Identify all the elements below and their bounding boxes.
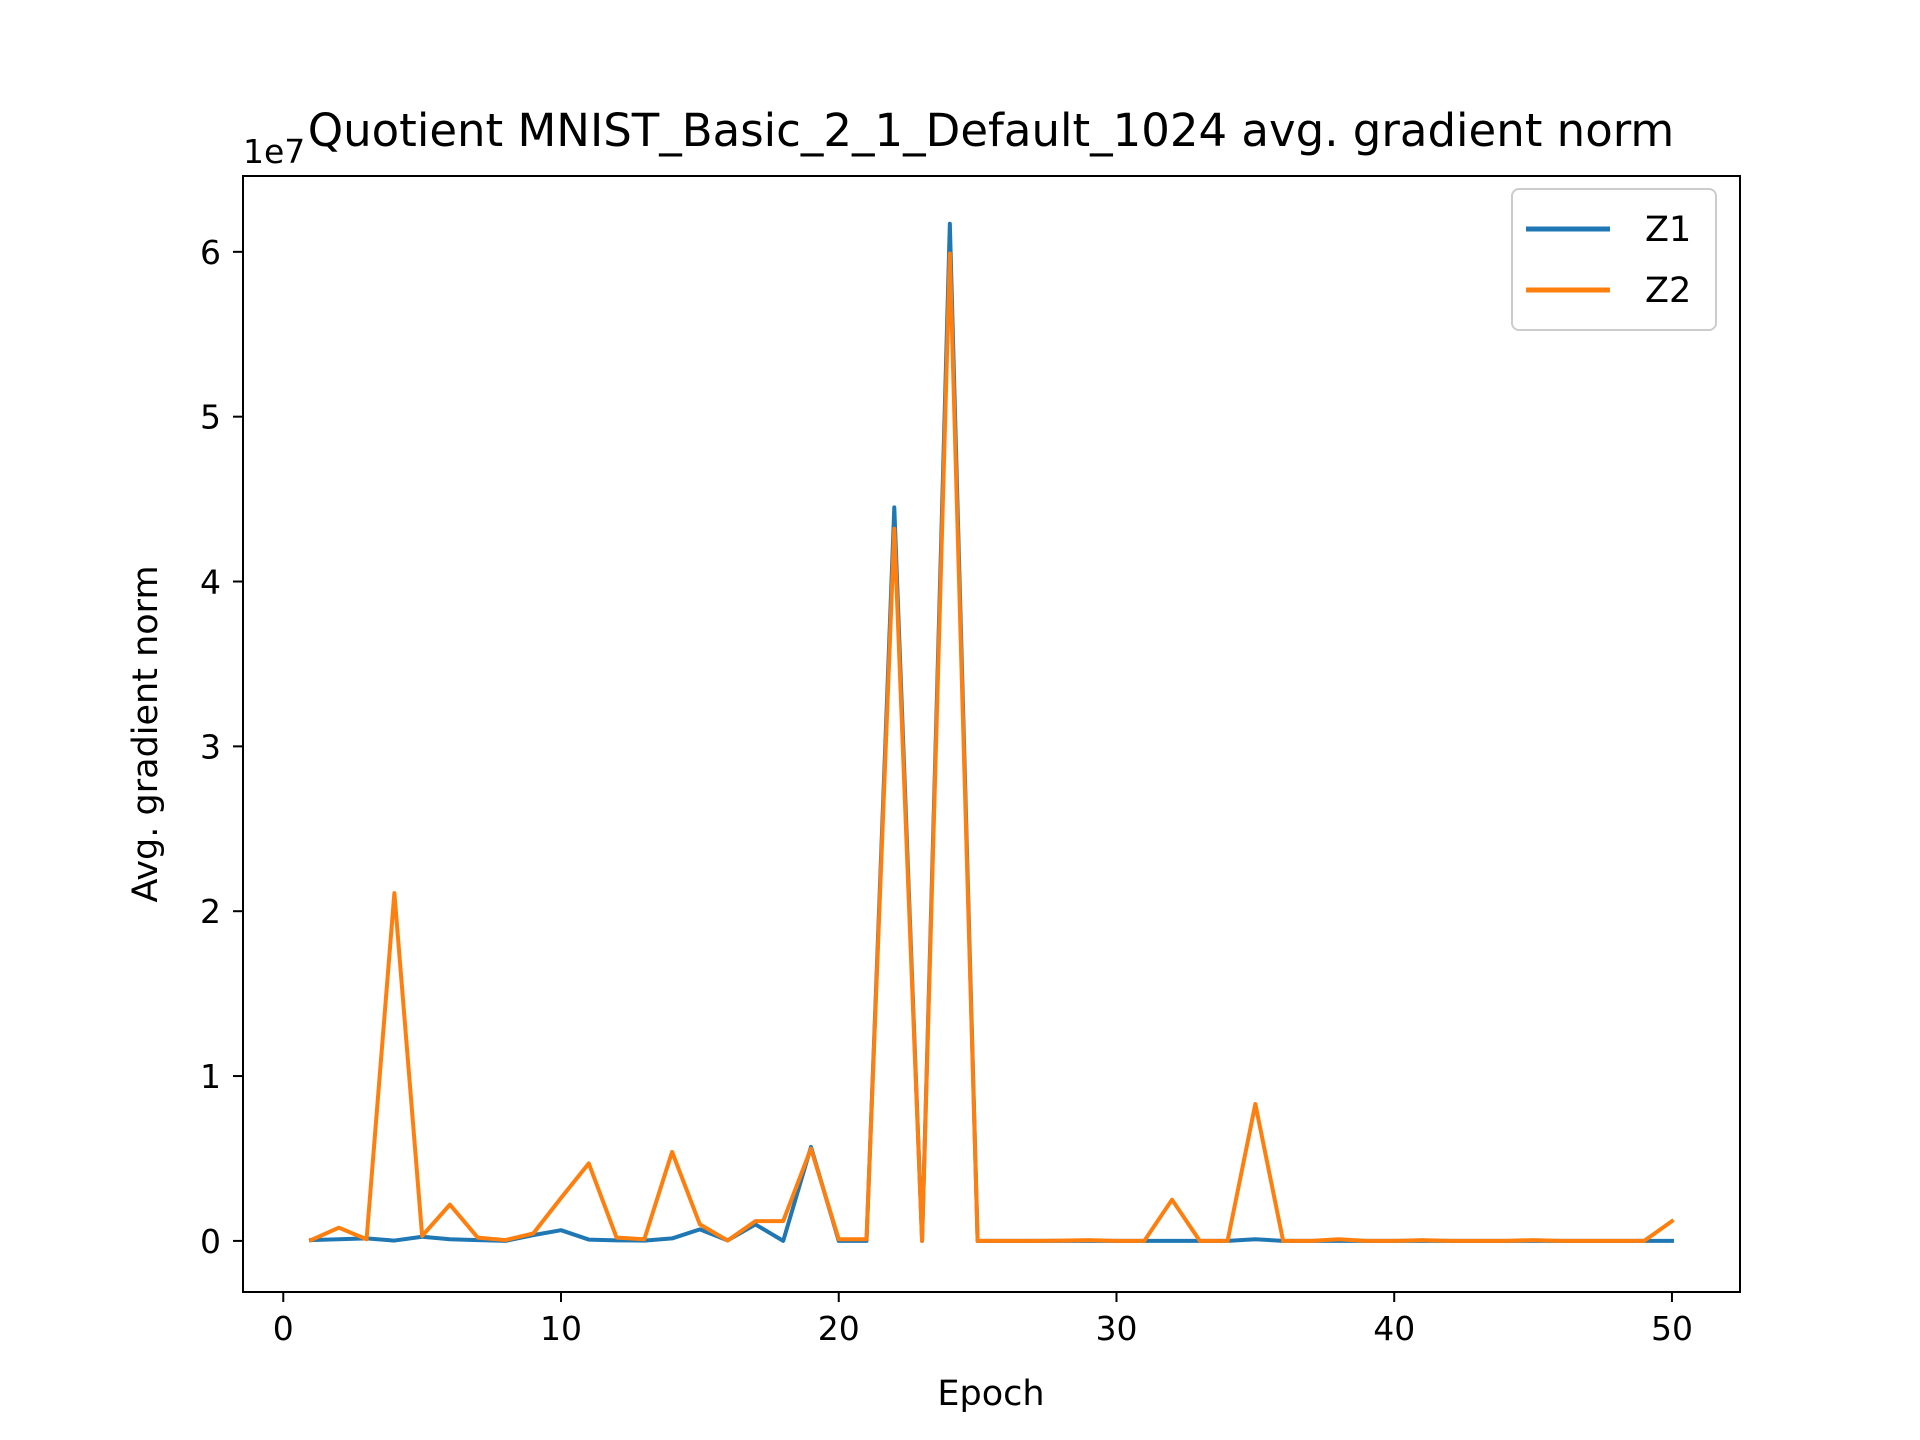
data-point-z2 <box>921 1240 923 1242</box>
data-point-z2 <box>1282 1240 1284 1242</box>
data-point-z2 <box>1448 1240 1451 1242</box>
data-point-z2 <box>1365 1240 1368 1242</box>
data-point-z2 <box>1671 1220 1673 1222</box>
data-point-z2 <box>1060 1239 1062 1242</box>
data-point-z2 <box>1643 1240 1645 1242</box>
series-line-z2 <box>308 251 1675 1243</box>
plot-area: 0 10 20 30 40 50 0 1 2 3 4 5 6 <box>200 175 1741 1348</box>
data-point-z2 <box>560 1197 562 1199</box>
data-point-z2 <box>615 1236 618 1239</box>
y-tick-label: 2 <box>200 892 221 931</box>
x-tick-label: 20 <box>818 1309 860 1348</box>
y-offset-label: 1e7 <box>243 132 305 171</box>
y-tick-label: 3 <box>200 727 221 766</box>
x-tick-label: 10 <box>540 1309 582 1348</box>
data-point-z2 <box>1199 1240 1201 1242</box>
data-point-z2 <box>1032 1240 1034 1242</box>
x-axis-label: Epoch <box>937 1374 1044 1414</box>
data-point-z1 <box>338 1238 340 1241</box>
data-point-z2 <box>671 1151 673 1153</box>
data-point-z1 <box>393 1239 396 1242</box>
data-point-z1 <box>1671 1240 1673 1242</box>
series-z2 <box>308 251 1675 1243</box>
y-tick-label: 5 <box>200 398 221 437</box>
data-point-z1 <box>782 1240 784 1242</box>
data-point-z1 <box>893 506 896 509</box>
data-point-z1 <box>754 1223 757 1226</box>
data-point-z1 <box>587 1238 590 1241</box>
data-point-z1 <box>476 1239 479 1241</box>
data-point-z2 <box>754 1220 757 1222</box>
chart-title: Quotient MNIST_Basic_2_1_Default_1024 av… <box>308 104 1675 157</box>
data-point-z2 <box>782 1220 784 1222</box>
data-point-z1 <box>671 1237 673 1240</box>
axes-frame <box>242 175 1741 1293</box>
data-point-z2 <box>587 1162 590 1165</box>
data-point-z2 <box>1087 1239 1090 1241</box>
data-point-z2 <box>1476 1240 1479 1242</box>
x-axis-ticks: 0 10 20 30 40 50 <box>273 1292 1693 1348</box>
legend-box <box>1511 188 1717 331</box>
data-point-z2 <box>643 1238 646 1241</box>
data-point-z2 <box>893 527 896 530</box>
data-point-z1 <box>949 223 951 225</box>
data-point-z2 <box>726 1239 729 1242</box>
data-point-z2 <box>1615 1240 1618 1242</box>
data-point-z2 <box>1171 1198 1173 1201</box>
legend-label-z1: Z1 <box>1645 210 1691 250</box>
data-point-z2 <box>338 1226 340 1229</box>
y-tick-label: 1 <box>200 1057 221 1096</box>
data-point-z2 <box>1504 1240 1507 1242</box>
data-point-z1 <box>1254 1238 1257 1241</box>
data-point-z2 <box>699 1223 701 1226</box>
data-point-z2 <box>1004 1240 1007 1242</box>
x-tick-label: 40 <box>1373 1309 1415 1348</box>
data-point-z1 <box>449 1238 451 1241</box>
data-point-z2 <box>1254 1103 1257 1105</box>
series-layer <box>308 221 1675 1243</box>
data-point-z2 <box>1115 1240 1118 1242</box>
data-point-z2 <box>421 1235 423 1237</box>
data-point-z2 <box>1587 1240 1590 1242</box>
data-point-z2 <box>365 1238 368 1241</box>
x-tick-label: 50 <box>1651 1309 1693 1348</box>
data-point-z2 <box>532 1232 535 1235</box>
legend-label-z2: Z2 <box>1645 271 1691 311</box>
data-point-z1 <box>1171 1240 1173 1242</box>
data-point-z1 <box>699 1228 701 1231</box>
data-point-z2 <box>504 1239 507 1241</box>
data-point-z2 <box>476 1236 479 1239</box>
data-point-z2 <box>1310 1240 1312 1242</box>
data-point-z2 <box>1226 1240 1229 1242</box>
x-tick-label: 30 <box>1095 1309 1137 1348</box>
data-point-z1 <box>615 1239 618 1242</box>
data-point-z2 <box>310 1239 312 1241</box>
data-point-z2 <box>1532 1239 1534 1241</box>
y-tick-label: 6 <box>200 233 221 272</box>
data-point-z2 <box>449 1203 451 1206</box>
data-point-z2 <box>837 1238 840 1241</box>
data-point-z1 <box>560 1229 562 1231</box>
data-point-z2 <box>393 892 396 894</box>
data-point-z2 <box>1560 1240 1562 1242</box>
legend: Z1 Z2 <box>1511 188 1717 331</box>
x-tick-label: 0 <box>273 1309 294 1348</box>
data-point-z2 <box>1143 1240 1146 1242</box>
data-point-z2 <box>949 252 951 255</box>
data-point-z2 <box>1421 1239 1423 1241</box>
data-point-z2 <box>810 1147 812 1150</box>
data-point-z2 <box>1337 1238 1340 1241</box>
y-axis-label: Avg. gradient norm <box>126 565 166 902</box>
data-point-z2 <box>1393 1240 1396 1242</box>
y-tick-label: 0 <box>200 1222 221 1261</box>
data-point-z2 <box>865 1238 868 1241</box>
y-tick-label: 4 <box>200 563 221 602</box>
data-point-z2 <box>976 1240 979 1242</box>
y-axis-ticks: 0 1 2 3 4 5 6 <box>200 233 243 1261</box>
